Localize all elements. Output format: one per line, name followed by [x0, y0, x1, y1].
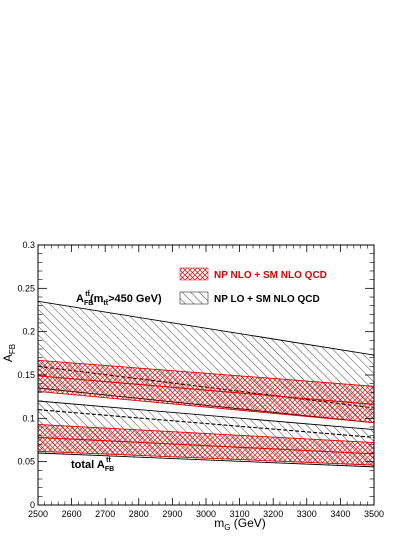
- y-axis-ticks: 0 0.05 0.1 0.15 0.2 0.25 0.3: [17, 240, 374, 510]
- central-line-np-nlo-mtt>450: [38, 375, 374, 406]
- annotation-mtt-cut: AFBtt̄(mtt̄>450 GeV): [76, 289, 162, 307]
- band-edge-upper-np-nlo-total: [38, 423, 374, 444]
- annotation-mtt-main: A: [76, 293, 84, 305]
- y-axis-label: AFB: [1, 344, 17, 362]
- x-axis-ticks: 2500 2600 2700 2800 2900 3000 3100 3200 3300 3400…: [28, 245, 384, 519]
- annotation-mtt-tail: >450 GeV): [108, 293, 162, 305]
- annotation-mtt-sup: tt̄: [85, 289, 90, 298]
- x-tick-label: 2800: [129, 509, 149, 519]
- x-tick-label: 3500: [364, 509, 384, 519]
- y-axis-label-main: A: [1, 354, 15, 362]
- annotation-total-sub: FB: [105, 466, 114, 473]
- annotation-total-sup: tt̄: [106, 455, 111, 464]
- annotation-mtt-rest: (m: [90, 293, 104, 305]
- annotation-mtt-sub: FB: [84, 300, 93, 307]
- x-tick-label: 2900: [162, 509, 182, 519]
- band-np-nlo-mtt>450: [38, 360, 374, 423]
- annotation-total-main: total A: [71, 459, 105, 471]
- y-tick-label: 0.2: [22, 327, 35, 337]
- band-edge-lower-np-nlo-mtt>450: [38, 391, 374, 424]
- band-edge-upper-np-lo-mtt>450: [38, 300, 374, 356]
- x-tick-label: 3000: [196, 509, 216, 519]
- x-tick-label: 2600: [62, 509, 82, 519]
- legend-swatch-np-lo: [179, 291, 209, 305]
- legend-swatch-np-nlo: [179, 267, 209, 281]
- annotation-mtt-rest-sub: tt̄: [103, 298, 108, 307]
- y-tick-label: 0.1: [22, 413, 35, 423]
- central-line-np-lo-total: [38, 409, 374, 438]
- x-tick-label: 3400: [330, 509, 350, 519]
- x-axis-label-sub: G: [224, 523, 230, 532]
- band-edge-lower-np-lo-total: [38, 452, 374, 468]
- y-axis-label-sub: FB: [8, 344, 17, 354]
- y-tick-label: 0.25: [17, 283, 35, 293]
- x-tick-label: 3100: [230, 509, 250, 519]
- band-edge-upper-np-lo-total: [38, 400, 374, 431]
- band-np-nlo-total: [38, 424, 374, 466]
- bands: [38, 300, 374, 468]
- x-tick-label: 3300: [297, 509, 317, 519]
- central-line-np-nlo-total: [38, 436, 374, 455]
- legend-label-np-nlo: NP NLO + SM NLO QCD: [214, 270, 327, 281]
- y-tick-label: 0: [30, 500, 35, 510]
- legend: NP NLO + SM NLO QCD NP LO + SM NLO QCD: [179, 267, 327, 305]
- y-tick-label: 0.15: [17, 370, 35, 380]
- x-tick-label: 3200: [263, 509, 283, 519]
- x-axis-label-main: m: [214, 516, 224, 530]
- y-tick-label: 0.3: [22, 240, 35, 250]
- x-tick-label: 2700: [95, 509, 115, 519]
- x-axis-label-unit: (GeV): [230, 516, 265, 530]
- x-tick-label: 2500: [28, 509, 48, 519]
- legend-label-np-lo: NP LO + SM NLO QCD: [214, 294, 320, 305]
- band-edge-upper-np-nlo-mtt>450: [38, 359, 374, 387]
- y-tick-label: 0.05: [17, 457, 35, 467]
- annotation-total: total AFB tt̄: [71, 455, 114, 473]
- x-axis-label: mG (GeV): [214, 516, 266, 532]
- band-edge-lower-np-nlo-total: [38, 450, 374, 466]
